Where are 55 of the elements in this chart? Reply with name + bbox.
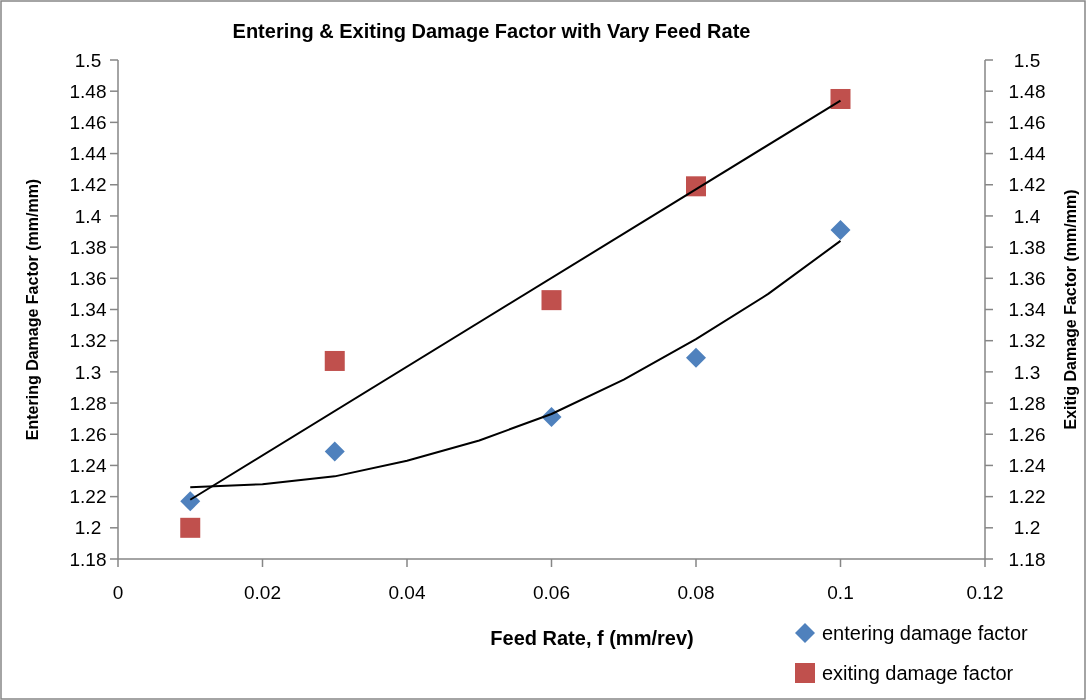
y2-axis-title: Exitig Damage Factor (mm/mm) bbox=[1062, 189, 1079, 430]
y2-tick-label: 1.46 bbox=[1008, 112, 1046, 134]
y-tick-label: 1.4 bbox=[74, 205, 102, 227]
y2-tick-label: 1.36 bbox=[1008, 267, 1046, 289]
x-tick-label: 0.1 bbox=[827, 582, 854, 603]
point bbox=[324, 441, 345, 462]
point bbox=[830, 88, 851, 109]
y2-tick-label: 1.32 bbox=[1008, 330, 1046, 352]
y2-tick-label: 1.3 bbox=[1013, 361, 1041, 383]
x-axis-title: Feed Rate, f (mm/rev) bbox=[490, 627, 694, 649]
y-tick-label: 1.5 bbox=[74, 49, 102, 71]
y2-tick-label: 1.2 bbox=[1013, 517, 1041, 539]
x-tick-label: 0.08 bbox=[677, 582, 715, 603]
y2-tick-label: 1.44 bbox=[1008, 143, 1046, 165]
point bbox=[324, 350, 345, 371]
y2-tick-label: 1.38 bbox=[1008, 236, 1046, 258]
x-tick-label: 0 bbox=[112, 582, 124, 603]
y2-tick-label: 1.42 bbox=[1008, 174, 1046, 196]
y-tick-label: 1.24 bbox=[69, 455, 107, 477]
y2-tick-label: 1.34 bbox=[1008, 299, 1046, 321]
y-tick-label: 1.22 bbox=[69, 486, 107, 508]
y-tick-label: 1.18 bbox=[69, 548, 107, 570]
y2-tick-label: 1.22 bbox=[1008, 486, 1046, 508]
y-tick-label: 1.3 bbox=[74, 361, 102, 383]
point bbox=[180, 517, 201, 538]
point bbox=[830, 219, 851, 240]
y-tick-label: 1.32 bbox=[69, 330, 107, 352]
chart-title: Entering & Exiting Damage Factor with Vary Feed Rate bbox=[232, 20, 751, 42]
x-tick-label: 0.02 bbox=[244, 582, 281, 603]
y-tick-label: 1.34 bbox=[69, 299, 107, 321]
y-tick-label: 1.36 bbox=[69, 267, 107, 289]
y-tick-label: 1.48 bbox=[69, 80, 107, 102]
x-tick-label: 0.12 bbox=[966, 582, 1004, 603]
y2-tick-label: 1.28 bbox=[1008, 392, 1046, 414]
x-tick-label: 0.06 bbox=[533, 582, 570, 603]
y2-tick-label: 1.5 bbox=[1013, 49, 1041, 71]
legend-label: exiting damage factor bbox=[822, 662, 1014, 684]
y-axis-title: Entering Damage Factor (mm/mm) bbox=[24, 178, 41, 441]
x-tick-label: 0.04 bbox=[388, 582, 426, 603]
y2-tick-label: 1.4 bbox=[1013, 205, 1041, 227]
y-tick-label: 1.38 bbox=[69, 236, 107, 258]
y2-tick-label: 1.26 bbox=[1008, 423, 1046, 445]
y2-tick-label: 1.48 bbox=[1008, 80, 1046, 102]
y-tick-label: 1.2 bbox=[74, 517, 102, 539]
legend-label: entering damage factor bbox=[822, 622, 1029, 644]
y2-tick-label: 1.24 bbox=[1008, 455, 1046, 477]
y-tick-label: 1.26 bbox=[69, 423, 107, 445]
y2-tick-label: 1.18 bbox=[1008, 548, 1046, 570]
y-tick-label: 1.28 bbox=[69, 392, 107, 414]
y-tick-label: 1.44 bbox=[69, 143, 107, 165]
point bbox=[686, 347, 706, 368]
point bbox=[541, 290, 562, 311]
y-tick-label: 1.42 bbox=[69, 174, 107, 196]
point bbox=[180, 491, 201, 512]
y-tick-label: 1.46 bbox=[69, 112, 107, 134]
